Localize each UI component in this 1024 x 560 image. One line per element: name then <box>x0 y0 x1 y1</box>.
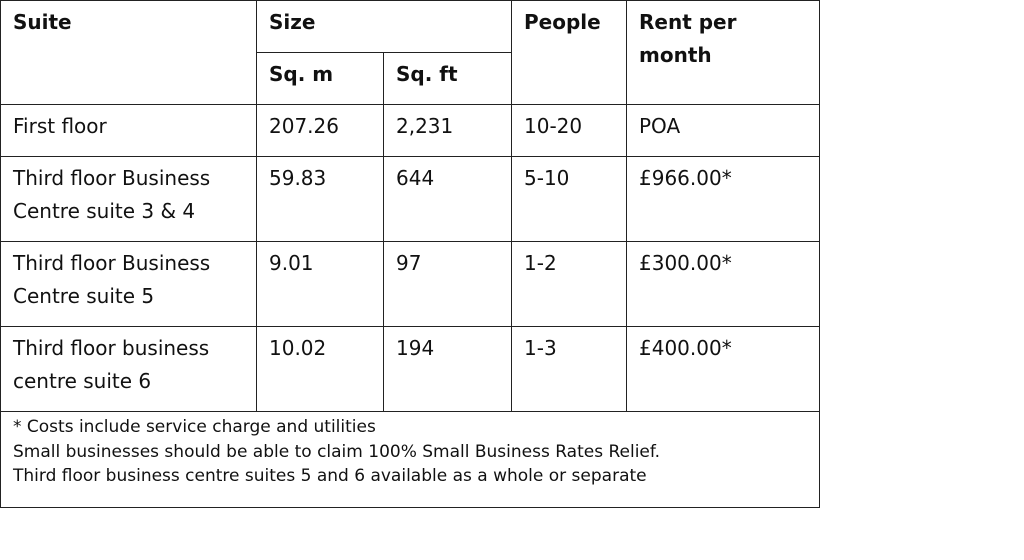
table-cell: 2,231 <box>383 104 512 157</box>
table-cell: 9.01 <box>256 241 384 327</box>
header-row: Suite Size People Rent per month <box>0 0 820 105</box>
table-body: First floor 207.26 2,231 10-20 POA Third floo… <box>0 104 820 412</box>
table-cell: 644 <box>383 156 512 242</box>
table-row: Third floor Business Centre suite 5 9.01 9… <box>0 241 820 327</box>
header-cell: Size <box>256 0 512 53</box>
table-cell: £966.00* <box>626 156 820 242</box>
table-cell: 194 <box>383 326 512 412</box>
table-row: First floor 207.26 2,231 10-20 POA <box>0 104 820 157</box>
table-row: Third floor business centre suite 6 10.02… <box>0 326 820 412</box>
table-cell: Third floor Business Centre suite 3 & 4 <box>0 156 257 242</box>
header-row: Sq. m Sq. ft <box>1 52 820 105</box>
table-cell: 10.02 <box>256 326 384 412</box>
notes-cell: * Costs include service charge and utili… <box>0 411 820 508</box>
note-line: Small businesses should be able to claim… <box>13 441 661 462</box>
table-cell: First floor <box>0 104 257 157</box>
table-cell: POA <box>626 104 820 157</box>
notes-row: * Costs include service charge and utili… <box>0 411 820 508</box>
table-cell: 207.26 <box>256 104 384 157</box>
table-cell: 1-3 <box>511 326 627 412</box>
table-cell: Third floor Business Centre suite 5 <box>0 241 257 327</box>
header-cell: Sq. m <box>256 52 384 105</box>
header-cell: Sq. ft <box>383 52 512 105</box>
table-cell: £300.00* <box>626 241 820 327</box>
header-cell: Suite <box>0 0 257 105</box>
table-cell: 10-20 <box>511 104 627 157</box>
header-cell: People <box>511 0 627 105</box>
note-line: Third floor business centre suites 5 and… <box>13 466 647 486</box>
table-cell: 59.83 <box>256 156 384 242</box>
table-cell: 97 <box>383 241 512 327</box>
table-cell: 5-10 <box>511 156 627 242</box>
note-line: * Costs include service charge and utili… <box>13 417 376 437</box>
table-cell: £400.00* <box>626 326 820 412</box>
suites-table: Suite Size People Rent per month Sq. m S… <box>0 0 820 508</box>
table-cell: Third floor business centre suite 6 <box>0 326 257 412</box>
table-cell: 1-2 <box>511 241 627 327</box>
header-cell: Rent per month <box>626 0 820 105</box>
